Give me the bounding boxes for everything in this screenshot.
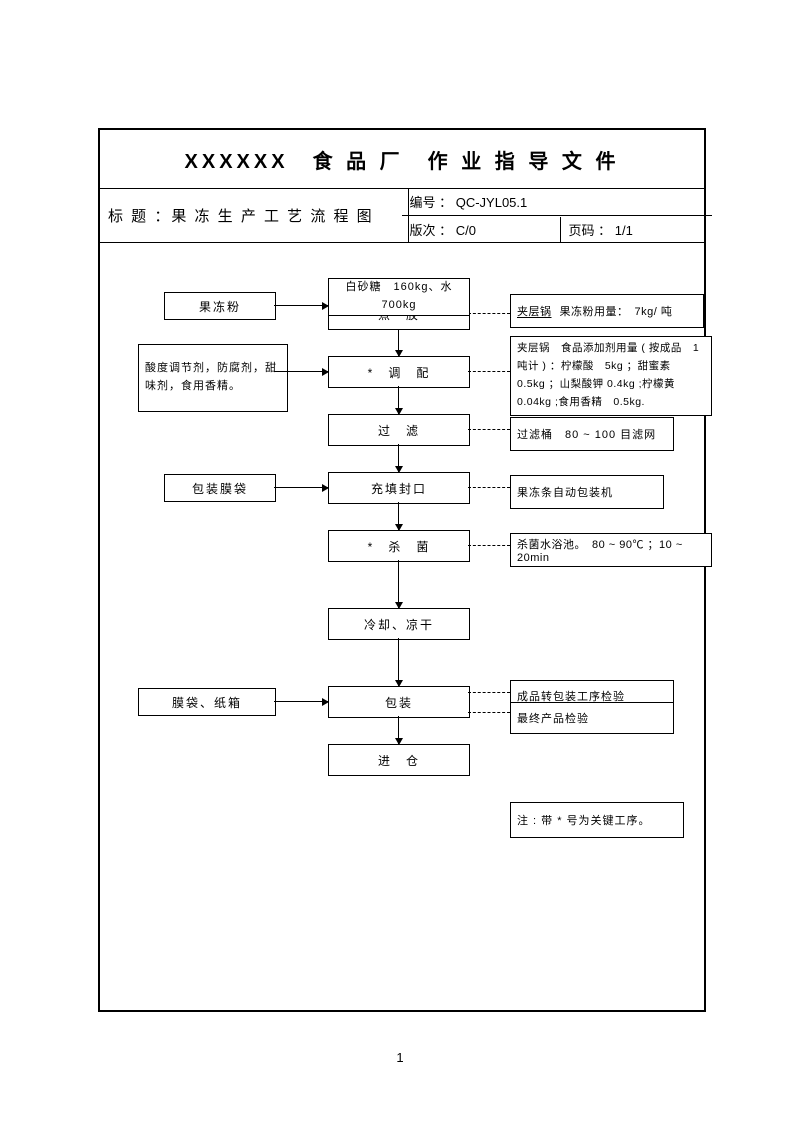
side-note-pot-qty: 果冻粉用量： 7kg/ 吨: [560, 303, 673, 319]
arrow-down-7: [398, 716, 399, 744]
side-note-final-inspect: 最终产品检验: [510, 702, 674, 734]
side-note-filter: 过滤桶 80 ~ 100 目滤网: [510, 417, 674, 451]
arrow-input-3: [274, 487, 328, 488]
dash-6b: [468, 712, 510, 713]
arrow-down-3: [398, 444, 399, 472]
header-page-no: 页码 ： 1/1: [561, 217, 705, 243]
step-sterilize: * 杀 菌: [328, 530, 470, 562]
arrow-input-2: [274, 371, 328, 372]
step-package: 包装: [328, 686, 470, 718]
header-subject: 标 题 ：果 冻 生 产 工 艺 流 程 图: [100, 188, 409, 242]
input-bag-carton: 膜袋、纸箱: [138, 688, 276, 716]
dash-6a: [468, 692, 510, 693]
side-note-packer: 果冻条自动包装机: [510, 475, 664, 509]
step-mix: * 调 配: [328, 356, 470, 388]
arrow-down-6: [398, 638, 399, 686]
side-note-additives-qty: 夹层锅 食品添加剂用量 ( 按成品 1 吨计 ) ：柠檬酸 5kg ；甜蜜素 0…: [510, 336, 712, 416]
side-note-sterilize: 杀菌水浴池。 80 ~ 90℃ ；10 ~ 20min: [510, 533, 712, 567]
header-revision: 版次 ： C/0: [402, 217, 561, 243]
arrow-input-1: [274, 305, 328, 306]
arrow-down-2: [398, 386, 399, 414]
dash-2: [468, 371, 510, 372]
step-fill-seal: 充填封口: [328, 472, 470, 504]
step-cool-dry: 冷却、凉干: [328, 608, 470, 640]
header-main-title: XXXXXX 食 品 厂 作 业 指 导 文 件: [100, 130, 704, 189]
header-bottom-row: 版次 ： C/0 页码 ： 1/1: [402, 217, 705, 243]
input-additives: 酸度调节剂，防腐剂，甜味剂，食用香精。: [138, 344, 288, 412]
dash-4: [468, 487, 510, 488]
step-filter: 过 滤: [328, 414, 470, 446]
dash-5: [468, 545, 510, 546]
page: XXXXXX 食 品 厂 作 业 指 导 文 件 标 题 ：果 冻 生 产 工 …: [0, 0, 800, 1133]
step-warehouse: 进 仓: [328, 744, 470, 776]
input-film-bag: 包装膜袋: [164, 474, 276, 502]
arrow-down-4: [398, 502, 399, 530]
header-row: 标 题 ：果 冻 生 产 工 艺 流 程 图 编号 ： QC-JYL05.1 版…: [100, 188, 704, 243]
arrow-input-4: [274, 701, 328, 702]
input-jelly-powder: 果冻粉: [164, 292, 276, 320]
dash-1: [468, 313, 510, 314]
arrow-down-1: [398, 328, 399, 356]
note-ingredients-top: 白砂糖 160kg、水 700kg: [328, 278, 470, 316]
arrow-down-5: [398, 560, 399, 608]
document-frame: XXXXXX 食 品 厂 作 业 指 导 文 件 标 题 ：果 冻 生 产 工 …: [98, 128, 706, 1012]
page-number: 1: [0, 1050, 800, 1065]
side-note-pot: 夹层锅 果冻粉用量： 7kg/ 吨: [510, 294, 704, 328]
footnote-key-process: 注 : 带 * 号为关键工序。: [510, 802, 684, 838]
header-doc-no: 编号 ： QC-JYL05.1: [402, 188, 713, 216]
flowchart-area: 白砂糖 160kg、水 700kg 煮 胶 * 调 配 过 滤 充填封口 * 杀…: [100, 242, 704, 1010]
dash-3: [468, 429, 510, 430]
side-note-pot-label: 夹层锅: [517, 303, 552, 319]
